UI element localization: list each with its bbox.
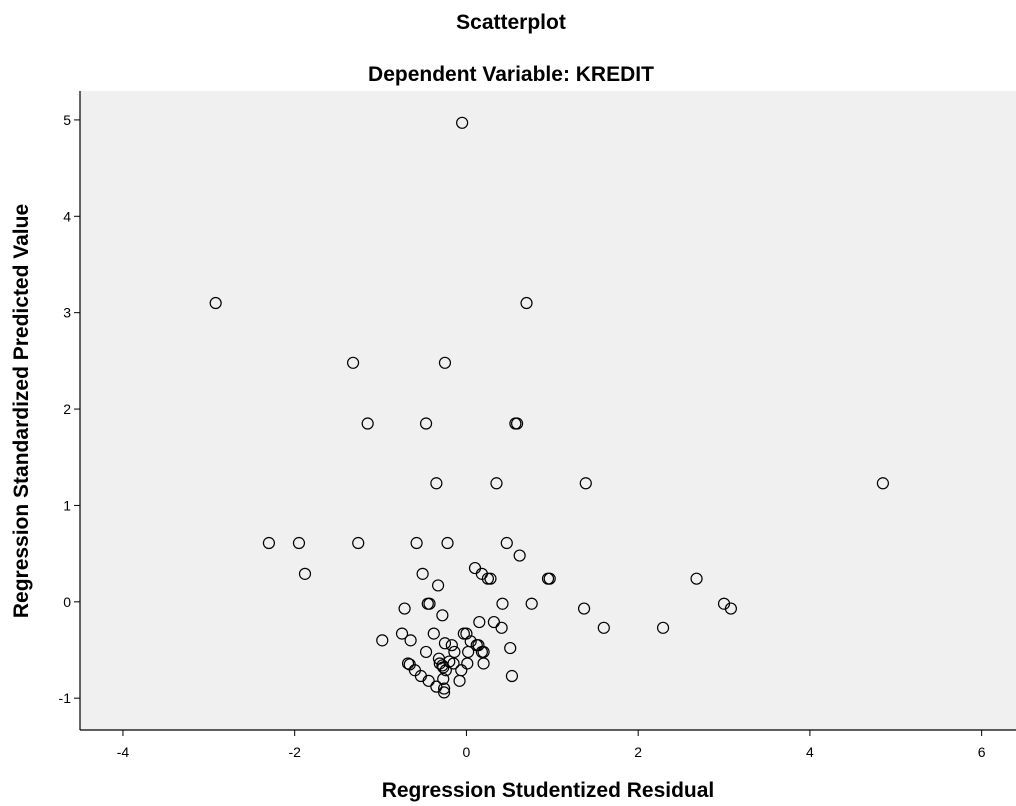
data-point (439, 664, 452, 677)
x-tick-label: 6 (978, 744, 986, 760)
data-point (361, 417, 374, 430)
data-point (419, 645, 433, 659)
data-point (410, 536, 423, 550)
data-point (436, 609, 449, 622)
data-point (431, 579, 445, 592)
x-axis-ticks: -4 -2 0 2 4 6 (117, 730, 986, 760)
data-point (473, 615, 486, 629)
y-tick-label: 1 (63, 497, 71, 513)
data-point (209, 296, 222, 310)
data-point (437, 682, 451, 695)
y-tick-label: 5 (63, 112, 71, 128)
data-point (448, 645, 461, 659)
data-point (505, 669, 519, 683)
data-point (690, 572, 703, 585)
data-point (376, 634, 389, 647)
y-tick-label: 3 (63, 305, 71, 321)
data-point (430, 680, 443, 693)
data-point (346, 356, 360, 369)
data-point (496, 597, 509, 610)
data-point (419, 417, 433, 430)
data-point (462, 645, 475, 659)
data-point (597, 621, 610, 634)
chart-subtitle: Dependent Variable: KREDIT (368, 63, 654, 86)
data-point (441, 536, 454, 550)
data-point (510, 417, 524, 430)
data-points (209, 116, 889, 699)
x-tick-label: -2 (288, 744, 301, 760)
data-point (876, 477, 889, 490)
data-point (461, 657, 474, 670)
data-point (460, 627, 473, 640)
data-point (456, 116, 469, 129)
chart-title: Scatterplot (456, 11, 566, 34)
data-point (477, 657, 490, 670)
y-axis-label: Regression Standardized Predicted Value (10, 204, 33, 618)
data-point (495, 621, 508, 634)
data-point (395, 627, 409, 640)
data-point (433, 657, 446, 670)
x-tick-label: 2 (634, 744, 642, 760)
data-point (262, 536, 276, 550)
y-tick-label: -1 (59, 690, 72, 706)
data-point (500, 536, 513, 550)
data-point (422, 674, 435, 687)
y-tick-label: 0 (63, 594, 71, 610)
data-point (724, 602, 738, 615)
data-point (490, 477, 503, 490)
data-point (504, 641, 517, 655)
data-point (487, 615, 501, 629)
data-point (656, 621, 670, 634)
data-point (437, 686, 451, 699)
y-tick-label: 2 (63, 401, 71, 417)
y-axis-ticks: -1 0 1 2 3 4 5 (59, 112, 80, 706)
data-point (577, 602, 591, 615)
data-point (292, 536, 306, 550)
x-axis-label: Regression Studentized Residual (382, 779, 715, 802)
data-point (525, 597, 538, 610)
x-tick-label: 0 (463, 744, 471, 760)
data-point (484, 572, 497, 585)
data-point (352, 536, 365, 550)
plot-area (80, 91, 1016, 730)
data-point (404, 634, 417, 647)
data-point (437, 672, 450, 686)
x-tick-label: -4 (117, 744, 130, 760)
data-point (416, 567, 429, 580)
data-point (298, 567, 312, 580)
data-point (453, 674, 466, 687)
data-point (398, 602, 411, 615)
data-point (543, 572, 556, 585)
data-point (438, 637, 452, 650)
data-point (520, 296, 533, 310)
data-point (427, 627, 440, 640)
data-point (513, 549, 526, 562)
data-point (430, 477, 443, 490)
data-point (401, 657, 415, 670)
data-point (445, 639, 458, 652)
x-tick-label: 4 (806, 744, 814, 760)
data-point (579, 477, 592, 490)
data-point (423, 597, 436, 610)
y-tick-label: 4 (63, 208, 71, 224)
data-point (438, 356, 452, 369)
